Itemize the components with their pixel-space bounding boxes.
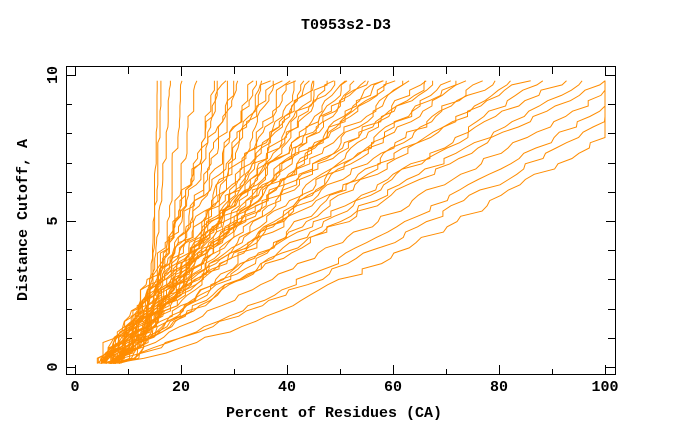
model-curve (100, 80, 606, 364)
model-curve (105, 80, 606, 364)
model-curve (104, 80, 531, 364)
x-tick-label: 0 (70, 379, 79, 396)
model-curve (96, 80, 467, 364)
x-tick-label: 40 (278, 379, 296, 396)
model-curve (109, 80, 583, 364)
model-curve (103, 80, 410, 364)
x-tick-label: 20 (172, 379, 190, 396)
y-tick-label: 5 (45, 216, 62, 225)
plot-frame (66, 66, 616, 375)
model-curve (116, 80, 606, 364)
model-curve (100, 80, 426, 364)
model-curve (110, 80, 451, 364)
x-tick-label: 60 (384, 379, 402, 396)
model-curve (104, 80, 567, 364)
model-curve (109, 80, 606, 364)
model-curve (101, 80, 496, 364)
model-curve (119, 80, 457, 364)
model-curve (120, 80, 383, 364)
model-curve (104, 80, 366, 364)
model-curve (102, 80, 227, 364)
model-curve (96, 80, 274, 364)
model-curve (113, 80, 434, 364)
y-axis-title: Distance Cutoff, A (15, 139, 32, 301)
model-curve (115, 80, 355, 364)
model-curve (110, 80, 369, 364)
model-curve (101, 80, 239, 364)
y-tick-label: 0 (45, 362, 62, 371)
model-curve (102, 80, 396, 364)
model-curve (112, 80, 291, 364)
x-axis-title: Percent of Residues (CA) (226, 405, 442, 422)
x-tick-label: 80 (490, 379, 508, 396)
model-curve (109, 80, 483, 364)
x-tick-label: 100 (591, 379, 618, 396)
model-curve (113, 80, 606, 364)
plot-render-root: 0 20 40 60 80 100 0 5 10 (45, 66, 619, 396)
model-curve (109, 80, 404, 364)
model-curve (114, 80, 544, 364)
y-tick-label: 10 (45, 66, 62, 84)
chart-title: T0953s2-D3 (301, 17, 391, 34)
